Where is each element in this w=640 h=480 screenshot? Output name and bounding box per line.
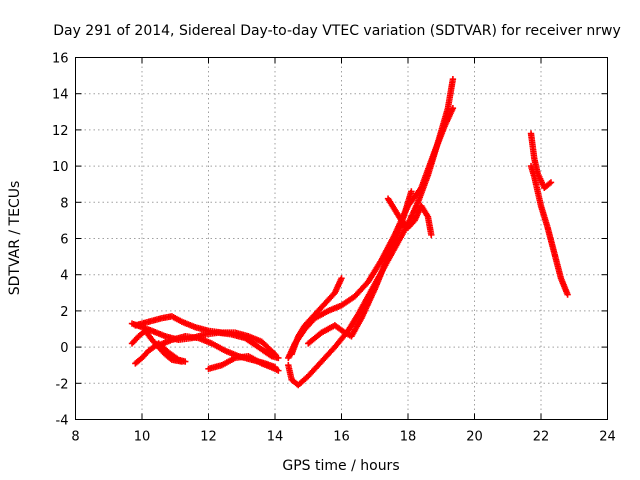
x-tick-label: 8 [71, 430, 79, 445]
y-tick-label: 10 [52, 160, 69, 175]
x-axis-ticks: 8 10 12 14 16 18 20 22 24 [71, 57, 616, 445]
x-tick-label: 18 [400, 430, 417, 445]
x-tick-label: 10 [134, 430, 151, 445]
y-axis-ticks: -4 -2 0 2 4 6 8 10 12 14 16 [52, 52, 608, 429]
y-tick-label: 6 [60, 233, 68, 248]
y-tick-label: 12 [52, 124, 69, 139]
data-point [275, 367, 282, 374]
y-tick-label: 2 [60, 305, 68, 320]
plot-frame [75, 57, 608, 420]
data-point [547, 179, 555, 186]
x-tick-label: 16 [333, 430, 350, 445]
x-axis-label: GPS time / hours [282, 458, 399, 474]
data-point [449, 76, 457, 83]
x-tick-label: 24 [599, 430, 616, 445]
series-track-i [288, 275, 345, 358]
data-point [564, 291, 571, 298]
y-axis-label: SDTVAR / TECUs [7, 181, 23, 296]
series-track-f [155, 333, 279, 371]
x-tick-label: 14 [267, 430, 284, 445]
series-track-b [132, 313, 279, 358]
data-point [275, 354, 282, 362]
y-tick-label: -2 [56, 377, 69, 392]
y-tick-label: 16 [52, 52, 69, 67]
data-point [270, 349, 277, 357]
data-point [271, 351, 279, 358]
data-points [128, 76, 571, 389]
series-track-d [128, 327, 186, 365]
data-point [428, 231, 435, 239]
data-point [338, 275, 345, 282]
x-tick-label: 12 [200, 430, 217, 445]
chart-title: Day 291 of 2014, Sidereal Day-to-day VTE… [53, 23, 621, 39]
data-point [178, 358, 186, 365]
grid-lines [75, 57, 608, 420]
y-tick-label: -4 [56, 414, 69, 429]
data-point [408, 188, 415, 195]
y-tick-label: 8 [60, 196, 68, 211]
series-track-m [527, 162, 571, 298]
x-tick-label: 20 [466, 430, 483, 445]
y-tick-label: 14 [52, 88, 69, 103]
series-track-k [384, 195, 435, 239]
y-tick-label: 0 [60, 341, 68, 356]
data-point [449, 104, 457, 112]
x-tick-label: 22 [533, 430, 550, 445]
data-point [271, 363, 279, 371]
y-tick-label: 4 [60, 269, 68, 284]
